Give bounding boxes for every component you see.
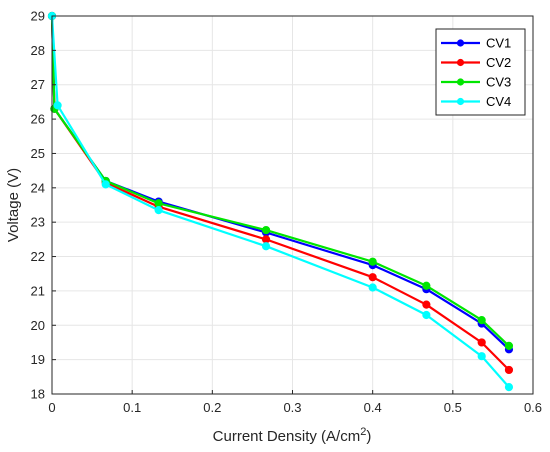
y-tick-label: 27 xyxy=(31,77,45,92)
legend-label-cv2: CV2 xyxy=(486,55,511,70)
series-cv3 xyxy=(47,11,514,350)
data-point-cv3 xyxy=(504,341,514,350)
y-tick-label: 25 xyxy=(31,146,45,161)
x-tick-label: 0.5 xyxy=(444,400,462,415)
data-point-cv3 xyxy=(422,281,431,290)
legend-marker-cv4 xyxy=(456,97,465,106)
y-tick-label: 23 xyxy=(31,215,45,230)
data-point-cv4 xyxy=(261,242,271,251)
x-axis-title: Current Density (A/cm2) xyxy=(213,426,372,445)
data-point-cv4 xyxy=(477,352,486,361)
x-tick-label: 0.1 xyxy=(123,400,141,415)
data-point-cv4 xyxy=(504,383,514,392)
y-axis-title: Voltage (V) xyxy=(5,168,22,242)
data-point-cv2 xyxy=(422,300,431,309)
data-point-cv4 xyxy=(422,310,431,320)
series-lines xyxy=(47,11,514,392)
y-tick-label: 18 xyxy=(31,387,45,402)
data-point-cv2 xyxy=(504,365,514,375)
data-point-cv3 xyxy=(477,316,486,325)
y-tick-label: 29 xyxy=(31,9,45,24)
data-point-cv4 xyxy=(53,101,62,110)
legend-label-cv1: CV1 xyxy=(486,36,511,51)
x-tick-label: 0 xyxy=(48,400,55,415)
y-tick-label: 22 xyxy=(31,249,45,264)
legend-label-cv4: CV4 xyxy=(486,94,511,109)
x-tick-label: 0.2 xyxy=(203,400,221,415)
y-tick-label: 24 xyxy=(31,180,45,195)
y-tick-label: 28 xyxy=(31,43,45,58)
series-cv4 xyxy=(47,11,514,392)
y-tick-label: 20 xyxy=(31,318,45,333)
data-point-cv4 xyxy=(101,180,110,189)
data-point-cv2 xyxy=(477,338,486,347)
x-axis-title-superscript: 2 xyxy=(360,426,366,438)
data-point-cv2 xyxy=(261,235,271,244)
legend-marker-cv2 xyxy=(456,58,465,67)
data-point-cv3 xyxy=(154,199,163,208)
legend: CV1 CV2 CV3 CV4 xyxy=(435,28,526,116)
data-point-cv4 xyxy=(368,283,377,292)
legend-label-cv3: CV3 xyxy=(486,75,511,90)
x-tick-label: 0.4 xyxy=(364,400,382,415)
x-axis-title-suffix: ) xyxy=(366,428,371,445)
data-point-cv3 xyxy=(261,225,271,235)
legend-marker-cv1 xyxy=(456,39,465,47)
x-tick-label: 0.3 xyxy=(283,400,301,415)
y-tick-label: 21 xyxy=(31,283,45,298)
data-point-cv2 xyxy=(368,273,377,282)
data-point-cv4 xyxy=(154,206,163,215)
axis-ticks: 0 0.1 0.2 0.3 0.4 0.5 0.6 18 19 20 21 22 23 24 25 26 27 2… xyxy=(31,9,543,416)
legend-marker-cv3 xyxy=(456,78,465,86)
y-tick-label: 26 xyxy=(31,112,45,127)
x-tick-label: 0.6 xyxy=(524,400,542,415)
data-point-cv3 xyxy=(368,257,377,266)
y-tick-label: 19 xyxy=(31,352,45,367)
